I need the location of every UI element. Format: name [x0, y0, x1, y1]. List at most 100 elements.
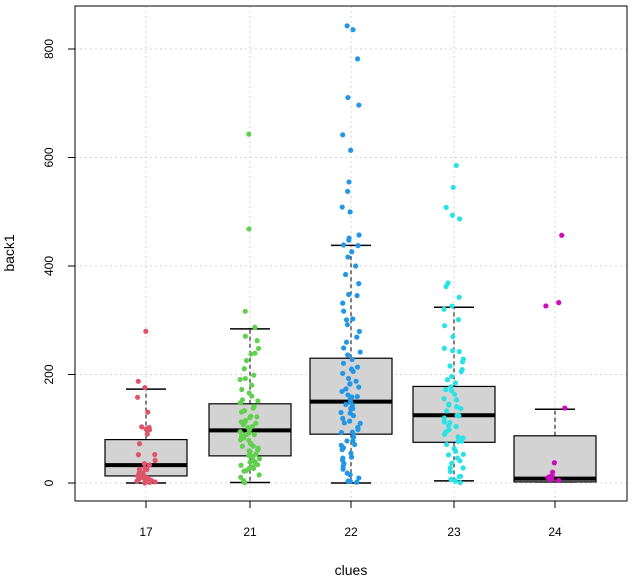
data-point-21	[242, 333, 249, 339]
data-point-21	[239, 409, 245, 415]
data-point-17	[140, 470, 146, 476]
data-point-23	[450, 334, 456, 340]
data-point-17	[142, 480, 148, 486]
data-point-23	[460, 465, 466, 471]
data-point-21	[255, 462, 261, 468]
data-point-22	[345, 392, 351, 398]
data-point-22	[339, 388, 345, 395]
data-point-22	[340, 360, 347, 366]
data-point-23	[441, 419, 447, 425]
data-point-22	[350, 368, 356, 375]
data-point-23	[450, 184, 456, 190]
data-point-21	[242, 375, 248, 382]
data-point-17	[144, 466, 150, 473]
y-tick-label: 0	[42, 479, 56, 486]
data-point-24	[543, 303, 549, 309]
data-point-22	[354, 364, 361, 370]
data-point-22	[341, 345, 347, 351]
data-point-22	[355, 56, 361, 62]
data-point-22	[347, 478, 353, 484]
data-point-21	[239, 443, 246, 449]
x-tick-label: 22	[344, 525, 358, 539]
data-point-23	[448, 476, 454, 482]
box-24	[513, 408, 597, 483]
data-point-21	[254, 414, 260, 420]
data-point-21	[241, 366, 247, 372]
data-point-23	[449, 212, 455, 218]
data-point-21	[247, 415, 253, 421]
data-point-21	[252, 324, 258, 330]
data-point-22	[349, 249, 355, 255]
data-point-21	[242, 480, 248, 486]
data-point-23	[449, 373, 455, 380]
data-point-22	[339, 447, 345, 453]
data-point-22	[350, 413, 356, 419]
data-point-23	[456, 474, 462, 480]
data-point-22	[341, 420, 347, 426]
data-point-23	[452, 478, 458, 484]
data-point-17	[145, 409, 151, 415]
data-point-22	[340, 415, 346, 422]
data-point-23	[441, 345, 447, 351]
data-point-21	[248, 351, 254, 357]
data-point-23	[458, 368, 464, 375]
data-point-23	[453, 162, 459, 169]
data-point-22	[350, 27, 356, 33]
data-point-22	[354, 292, 360, 299]
data-point-17	[139, 424, 145, 430]
data-point-22	[348, 147, 354, 153]
data-point-21	[247, 459, 253, 465]
y-tick-label: 800	[42, 39, 56, 59]
data-point-23	[453, 448, 459, 454]
data-point-22	[354, 393, 360, 400]
data-point-21	[255, 345, 262, 352]
data-point-17	[135, 452, 142, 458]
data-point-21	[254, 338, 260, 344]
y-axis-title: back1	[1, 234, 17, 272]
data-point-22	[344, 322, 351, 328]
data-point-21	[253, 420, 259, 426]
data-point-22	[350, 316, 356, 322]
data-point-22	[338, 429, 344, 436]
data-point-22	[341, 308, 347, 314]
data-point-22	[346, 291, 352, 298]
data-point-17	[143, 328, 149, 334]
data-point-23	[449, 388, 455, 394]
data-point-22	[346, 237, 352, 243]
data-point-23	[457, 458, 463, 464]
data-point-22	[340, 300, 346, 306]
data-point-22	[356, 232, 362, 238]
data-point-23	[443, 283, 449, 290]
data-point-23	[449, 303, 455, 309]
data-point-23	[453, 397, 460, 403]
data-point-23	[456, 348, 462, 355]
data-point-21	[250, 405, 256, 411]
data-point-21	[249, 382, 255, 388]
data-point-17	[136, 441, 143, 447]
data-point-22	[343, 339, 350, 345]
data-point-22	[348, 450, 354, 456]
data-point-23	[447, 465, 453, 471]
data-point-22	[342, 271, 349, 278]
data-point-22	[345, 188, 351, 194]
data-point-23	[457, 216, 463, 222]
x-tick-label: 23	[447, 525, 461, 539]
data-point-17	[152, 451, 158, 458]
data-point-23	[460, 359, 466, 365]
data-point-23	[441, 396, 447, 402]
data-point-23	[455, 317, 462, 323]
data-point-21	[251, 372, 257, 378]
data-point-21	[239, 386, 245, 393]
data-point-21	[251, 431, 257, 438]
data-point-17	[134, 394, 141, 400]
data-point-22	[340, 370, 346, 377]
y-tick-label: 400	[42, 256, 56, 276]
data-point-21	[238, 462, 244, 468]
data-point-23	[455, 434, 461, 440]
data-point-23	[457, 480, 463, 486]
data-point-23	[443, 441, 450, 448]
data-point-23	[441, 431, 448, 437]
data-point-22	[354, 479, 360, 485]
data-point-17	[147, 479, 153, 485]
data-point-22	[344, 438, 350, 444]
